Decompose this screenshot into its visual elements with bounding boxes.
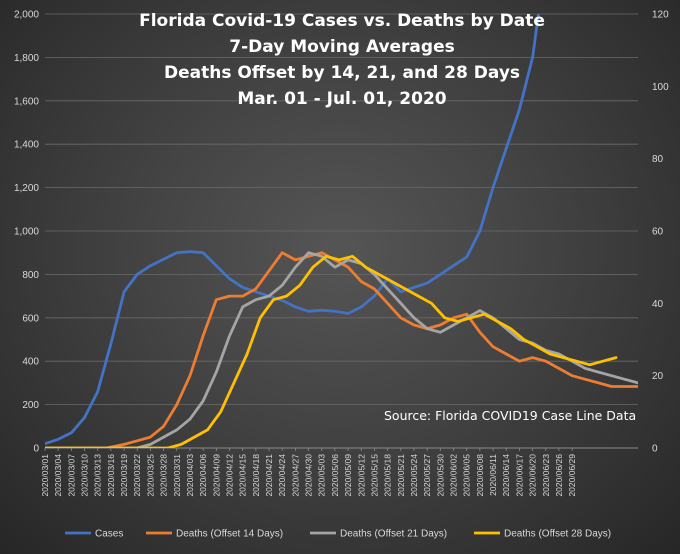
x-tick-label: 2020/03/10 bbox=[80, 454, 90, 497]
x-tick-label: 2020/05/03 bbox=[317, 454, 327, 497]
x-tick-label: 2020/04/30 bbox=[304, 454, 314, 497]
x-tick-label: 2020/03/31 bbox=[172, 454, 182, 497]
series-line-deaths-offset-28-days bbox=[45, 254, 618, 448]
source-annotation: Source: Florida COVID19 Case Line Data bbox=[384, 408, 636, 423]
x-tick-label: 2020/05/09 bbox=[343, 454, 353, 497]
y-left-tick-label: 1,800 bbox=[14, 53, 39, 64]
y-right-tick-label: 100 bbox=[652, 82, 669, 93]
x-tick-label: 2020/06/14 bbox=[501, 454, 511, 497]
y-right-tick-label: 120 bbox=[652, 10, 669, 21]
y-left-tick-label: 400 bbox=[22, 357, 39, 368]
legend-label: Deaths (Offset 14 Days) bbox=[176, 529, 283, 540]
x-tick-label: 2020/05/27 bbox=[422, 454, 432, 497]
x-tick-label: 2020/03/07 bbox=[66, 454, 76, 497]
y-left-tick-label: 0 bbox=[33, 444, 39, 455]
y-left-tick-label: 200 bbox=[22, 400, 39, 411]
chart-title-line: 7-Day Moving Averages bbox=[229, 37, 454, 57]
y-left-tick-label: 1,600 bbox=[14, 96, 39, 107]
x-tick-label: 2020/06/02 bbox=[449, 454, 459, 497]
y-right-tick-label: 20 bbox=[652, 371, 664, 382]
x-tick-label: 2020/03/28 bbox=[159, 454, 169, 497]
x-tick-label: 2020/03/22 bbox=[132, 454, 142, 497]
x-tick-label: 2020/06/23 bbox=[541, 454, 551, 497]
series-line-deaths-offset-21-days bbox=[45, 251, 638, 448]
x-tick-label: 2020/05/06 bbox=[330, 454, 340, 497]
y-left-tick-label: 2,000 bbox=[14, 10, 39, 21]
legend-label: Deaths (Offset 21 Days) bbox=[340, 529, 447, 540]
y-left-tick-label: 600 bbox=[22, 313, 39, 324]
y-left-tick-label: 800 bbox=[22, 270, 39, 281]
x-tick-label: 2020/04/09 bbox=[211, 454, 221, 497]
x-tick-label: 2020/04/03 bbox=[185, 454, 195, 497]
x-tick-label: 2020/04/18 bbox=[251, 454, 261, 497]
y-right-tick-label: 80 bbox=[652, 154, 664, 165]
x-tick-label: 2020/03/25 bbox=[145, 454, 155, 497]
chart-title-line: Florida Covid-19 Cases vs. Deaths by Dat… bbox=[139, 11, 545, 31]
x-tick-label: 2020/04/12 bbox=[224, 454, 234, 497]
x-tick-label: 2020/05/12 bbox=[356, 454, 366, 497]
x-tick-label: 2020/06/11 bbox=[488, 454, 498, 496]
x-tick-label: 2020/03/04 bbox=[53, 454, 63, 497]
legend-label: Deaths (Offset 28 Days) bbox=[504, 529, 611, 540]
x-tick-label: 2020/05/18 bbox=[383, 454, 393, 497]
legend-label: Cases bbox=[95, 529, 123, 540]
y-left-tick-label: 1,200 bbox=[14, 183, 39, 194]
x-tick-label: 2020/04/15 bbox=[238, 454, 248, 497]
x-tick-label: 2020/06/08 bbox=[475, 454, 485, 497]
x-tick-label: 2020/04/06 bbox=[198, 454, 208, 497]
y-left-tick-label: 1,400 bbox=[14, 140, 39, 151]
series-line-deaths-offset-14-days bbox=[45, 251, 638, 448]
x-tick-label: 2020/04/27 bbox=[290, 454, 300, 497]
y-right-tick-label: 0 bbox=[652, 444, 658, 455]
x-tick-label: 2020/06/05 bbox=[462, 454, 472, 497]
x-tick-label: 2020/06/17 bbox=[514, 454, 524, 497]
chart-title-line: Mar. 01 - Jul. 01, 2020 bbox=[237, 89, 446, 109]
x-tick-label: 2020/06/26 bbox=[554, 454, 564, 497]
x-tick-label: 2020/06/29 bbox=[567, 454, 577, 497]
x-tick-label: 2020/05/24 bbox=[409, 454, 419, 497]
x-tick-label: 2020/05/21 bbox=[396, 454, 406, 497]
series-group bbox=[45, 14, 638, 448]
series-line-cases bbox=[45, 14, 540, 446]
x-tick-label: 2020/04/24 bbox=[277, 454, 287, 497]
chart-title-line: Deaths Offset by 14, 21, and 28 Days bbox=[164, 63, 520, 83]
x-tick-label: 2020/06/20 bbox=[528, 454, 538, 497]
x-tick-label: 2020/05/15 bbox=[369, 454, 379, 497]
x-tick-label: 2020/03/01 bbox=[40, 454, 50, 497]
y-right-tick-label: 40 bbox=[652, 299, 664, 310]
x-tick-label: 2020/03/19 bbox=[119, 454, 129, 497]
x-tick-label: 2020/04/21 bbox=[264, 454, 274, 497]
x-tick-label: 2020/05/30 bbox=[435, 454, 445, 497]
y-left-tick-label: 1,000 bbox=[14, 227, 39, 238]
x-tick-label: 2020/03/16 bbox=[106, 454, 116, 497]
x-tick-label: 2020/03/13 bbox=[93, 454, 103, 497]
y-right-tick-label: 60 bbox=[652, 227, 664, 238]
